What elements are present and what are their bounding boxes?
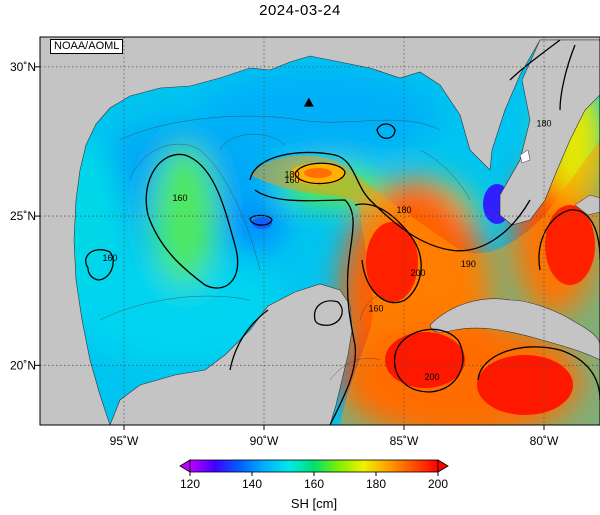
colorbar-tick-label: 180 <box>366 477 386 491</box>
contour-line <box>85 249 114 281</box>
contour-label: 200 <box>410 268 425 278</box>
map-title: 2024-03-24 <box>259 2 341 19</box>
land-lake-okeechobee <box>519 149 531 164</box>
colorbar-tick-label: 120 <box>180 477 200 491</box>
land-us-gulf-coast <box>40 37 600 425</box>
colorbar-max-arrow <box>437 459 449 473</box>
grid-lines <box>40 37 600 425</box>
contour-line <box>559 44 576 111</box>
thin-contour <box>119 115 441 141</box>
colorbar-tick-label: 140 <box>242 477 262 491</box>
contour-label: 160 <box>368 304 383 314</box>
contour-line <box>229 309 269 371</box>
contour-label: 160 <box>102 253 117 263</box>
station-marker-triangle[interactable] <box>303 97 314 107</box>
contour-line <box>145 153 239 289</box>
contour-line <box>509 39 561 81</box>
colorbar-min-arrow <box>179 459 191 473</box>
contour-line <box>538 209 600 271</box>
thin-contour-lines <box>99 115 471 381</box>
colorbar-bar <box>189 459 439 473</box>
lon-tick-label: 95˚W <box>110 434 139 448</box>
thin-contour <box>329 357 381 381</box>
warm-eddy-core <box>477 355 573 415</box>
contour-label: 190 <box>461 259 476 269</box>
lon-tick-label: 80˚W <box>530 434 559 448</box>
lat-tick-label: 30˚N <box>10 60 36 74</box>
warm-eddy-core <box>385 332 465 388</box>
lon-tick-label: 90˚W <box>250 434 279 448</box>
cold-eddy-west <box>252 217 272 229</box>
warm-eddy-core <box>545 205 595 285</box>
contour-label: 180 <box>284 169 299 179</box>
land-yucatan-mexico <box>109 283 353 425</box>
thin-contour <box>219 134 286 151</box>
field-blob <box>153 145 217 285</box>
map-frame <box>39 36 600 426</box>
colorbar-tick-label: 200 <box>428 477 448 491</box>
contour-line <box>376 123 396 139</box>
land-florida-peninsula <box>499 39 600 226</box>
contour-line <box>354 203 422 304</box>
lon-tick-label: 85˚W <box>390 434 419 448</box>
contour-line <box>249 151 531 252</box>
warm-eddy-core <box>366 222 418 302</box>
land-cuba <box>429 298 600 361</box>
contour-label: 180 <box>396 205 411 215</box>
contour-line <box>254 189 357 425</box>
contour-label: 180 <box>536 119 551 129</box>
contour-line <box>249 214 273 226</box>
loop-current-band <box>250 140 600 425</box>
colorbar: 120 140 160 180 200 <box>179 459 449 491</box>
lat-tick-label: 20˚N <box>10 358 36 372</box>
land-bahamas <box>574 194 600 216</box>
contour-label: 200 <box>424 372 439 382</box>
thin-contour <box>99 295 251 321</box>
credit-label: NOAA/AOML <box>50 39 124 54</box>
contour-label: 160 <box>172 193 187 203</box>
contour-line <box>294 162 346 185</box>
colorbar-units-label: SH [cm] <box>290 496 338 511</box>
thin-contour <box>419 149 471 201</box>
contour-label: 160 <box>284 175 299 185</box>
contour-line <box>313 300 343 326</box>
lat-tick-label: 25˚N <box>10 209 36 223</box>
colorbar-tick-label: 160 <box>304 477 324 491</box>
contour-line <box>477 346 600 401</box>
thin-contour <box>359 295 386 321</box>
contour-lines <box>85 39 600 425</box>
axis-ticks: 95˚W 90˚W 85˚W 80˚W 30˚N 25˚N 20˚N <box>10 60 559 448</box>
colorbar-ticks: 120 140 160 180 200 <box>180 472 448 491</box>
warm-eddy-central-core <box>304 168 332 178</box>
field-blob <box>200 70 440 160</box>
field-blob <box>70 255 290 365</box>
contour-line <box>393 328 464 393</box>
